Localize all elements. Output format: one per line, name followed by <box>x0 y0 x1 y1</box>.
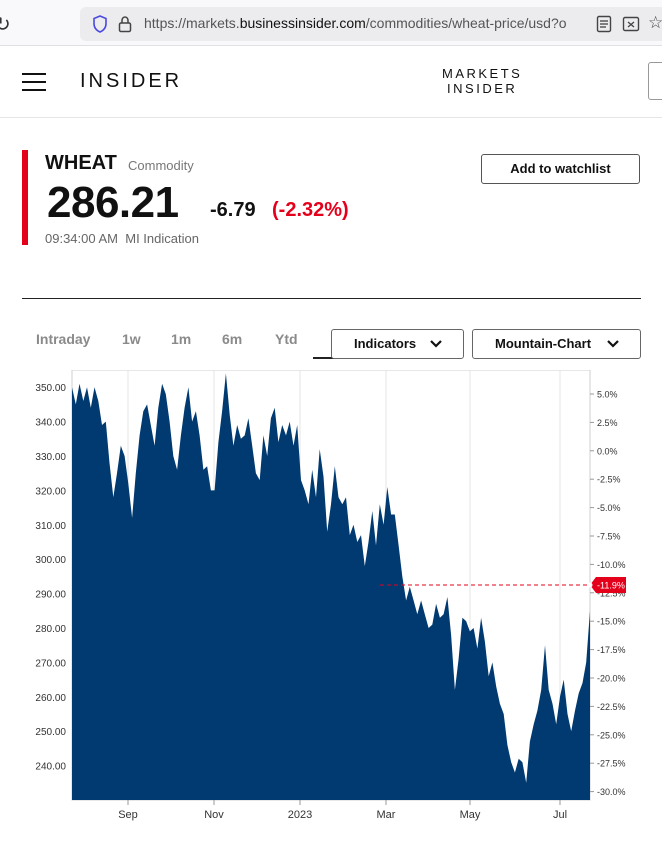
right-tick-label: -27.5% <box>597 759 626 769</box>
right-tick-label: -15.0% <box>597 617 626 627</box>
y-tick-label: 330.00 <box>35 452 66 463</box>
right-tick-label: 2.5% <box>597 418 618 428</box>
markets-insider-logo[interactable]: MARKETS INSIDER <box>442 66 523 96</box>
right-tick-label: -25.0% <box>597 730 626 740</box>
price-area <box>72 373 590 800</box>
current-price-marker: -11.9% <box>380 577 626 593</box>
x-tick-label: May <box>460 809 481 821</box>
indicators-label: Indicators <box>354 336 417 351</box>
url-text: https://markets.businessinsider.com/comm… <box>144 15 567 31</box>
y-tick-label: 310.00 <box>35 521 66 532</box>
y-tick-label: 320.00 <box>35 486 66 497</box>
site-header: INSIDER MARKETS INSIDER <box>0 46 662 118</box>
y-tick-label: 280.00 <box>35 624 66 635</box>
current-price-label: -11.9% <box>597 581 625 591</box>
right-tick-label: -17.5% <box>597 645 626 655</box>
y-tick-label: 300.00 <box>35 555 66 566</box>
x-tick-label: 2023 <box>288 809 312 821</box>
y-tick-label: 270.00 <box>35 658 66 669</box>
right-tick-label: -20.0% <box>597 674 626 684</box>
price-chart[interactable]: 350.00 340.00 330.00 320.00 310.00 300.00 290.… <box>0 369 662 850</box>
right-tick-label: -2.5% <box>597 475 621 485</box>
insider-logo[interactable]: INSIDER <box>80 70 183 92</box>
x-axis: Sep Nov 2023 Mar May Jul <box>118 800 567 821</box>
right-tick-label: 0.0% <box>597 446 618 456</box>
price-change-percent: (-2.32%) <box>272 199 349 221</box>
right-tick-label: 5.0% <box>597 390 618 400</box>
right-tick-label: -22.5% <box>597 702 626 712</box>
y-tick-label: 260.00 <box>35 693 66 704</box>
lock-icon[interactable] <box>118 15 132 33</box>
x-tick-label: Mar <box>377 809 396 821</box>
chevron-down-icon <box>430 340 442 348</box>
instrument-name: WHEAT <box>45 152 117 174</box>
y-tick-label: 290.00 <box>35 590 66 601</box>
menu-icon[interactable] <box>22 73 46 91</box>
section-divider <box>22 298 641 299</box>
y-tick-label: 350.00 <box>35 383 66 394</box>
current-price-dot <box>587 582 593 588</box>
screenshot-icon[interactable] <box>622 15 640 33</box>
add-to-watchlist-button[interactable]: Add to watchlist <box>481 154 640 184</box>
reload-icon[interactable]: ↻ <box>0 14 11 36</box>
bookmark-star-icon[interactable]: ☆ <box>648 13 662 32</box>
tab-6m[interactable]: 6m <box>222 331 243 347</box>
chart-type-dropdown[interactable]: Mountain-Chart <box>472 329 641 359</box>
quote-accent-bar <box>22 150 28 245</box>
tab-intraday[interactable]: Intraday <box>36 331 91 347</box>
price-chart-svg[interactable]: 350.00 340.00 330.00 320.00 310.00 300.00 290.… <box>0 369 662 850</box>
right-tick-label: -10.0% <box>597 560 626 570</box>
quote-timestamp: 09:34:00 AM MI Indication <box>45 231 199 246</box>
shield-icon[interactable] <box>92 15 108 33</box>
right-tick-label: -12.5% <box>597 588 626 598</box>
right-tick-label: -5.0% <box>597 503 621 513</box>
tab-1m[interactable]: 1m <box>171 331 192 347</box>
tab-1w[interactable]: 1w <box>122 331 141 347</box>
reader-view-icon[interactable] <box>596 15 612 33</box>
x-tick-label: Sep <box>118 809 138 821</box>
x-tick-label: Jul <box>553 809 567 821</box>
address-bar[interactable]: https://markets.businessinsider.com/comm… <box>80 7 662 41</box>
current-price: 286.21 <box>47 178 179 227</box>
current-price-tag <box>590 577 626 593</box>
chart-type-label: Mountain-Chart <box>495 336 592 351</box>
indicators-dropdown[interactable]: Indicators <box>331 329 464 359</box>
chevron-down-icon <box>607 340 619 348</box>
y-axis-right: 5.0%2.5%0.0%-2.5%-5.0%-7.5%-10.0%-12.5%-… <box>590 390 626 797</box>
tab-ytd[interactable]: Ytd <box>275 331 298 347</box>
header-action-button[interactable] <box>648 62 662 100</box>
y-tick-label: 340.00 <box>35 418 66 429</box>
right-tick-label: -7.5% <box>597 532 621 542</box>
instrument-type: Commodity <box>128 158 194 173</box>
x-tick-label: Nov <box>204 809 224 821</box>
y-axis-left: 350.00 340.00 330.00 320.00 310.00 300.00 290.… <box>35 383 66 772</box>
right-tick-label: -30.0% <box>597 787 626 797</box>
y-tick-label: 240.00 <box>35 762 66 773</box>
price-change: -6.79 <box>210 199 256 221</box>
y-tick-label: 250.00 <box>35 727 66 738</box>
browser-toolbar: ↻ https://markets.businessinsider.com/co… <box>0 0 662 46</box>
